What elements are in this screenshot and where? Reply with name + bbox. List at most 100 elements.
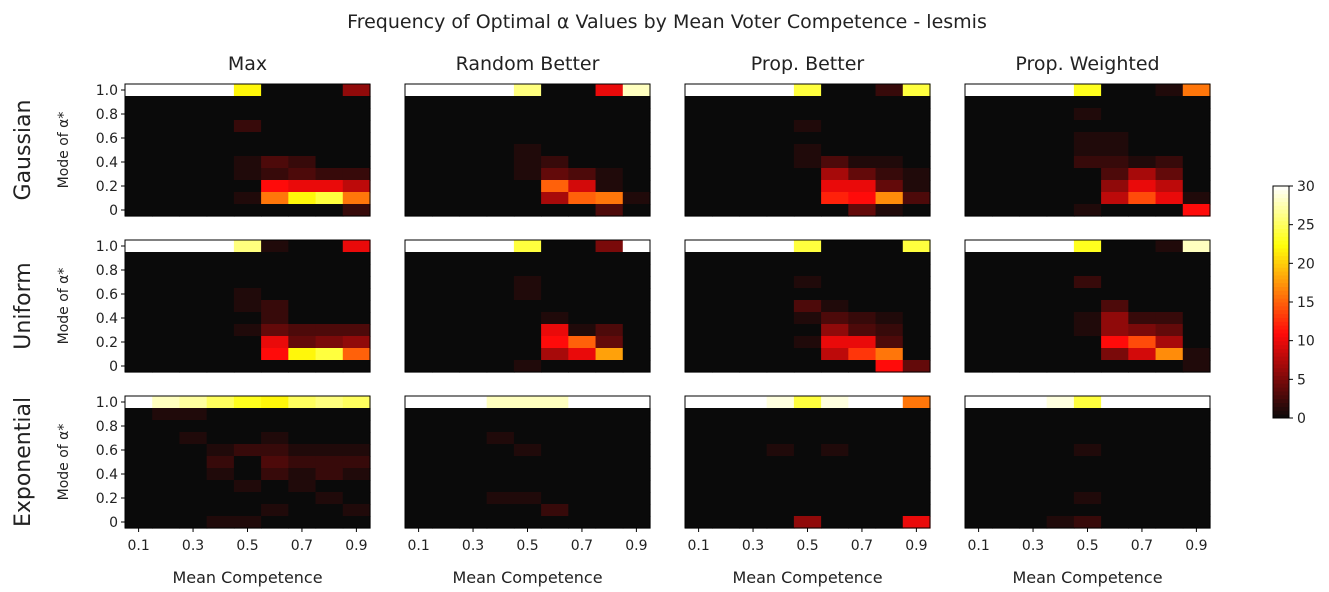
heatmap-cell xyxy=(1155,420,1184,433)
heatmap-cell xyxy=(992,120,1021,133)
heatmap-cell xyxy=(821,504,849,517)
heatmap-cell xyxy=(1155,432,1184,445)
heatmap-cell xyxy=(712,456,741,469)
heatmap-cell xyxy=(965,204,993,217)
heatmap-cell xyxy=(965,84,993,97)
heatmap-cell xyxy=(766,204,795,217)
heatmap-cell xyxy=(595,84,624,97)
x-tick-label: 0.1 xyxy=(967,538,989,554)
heatmap-cell xyxy=(685,492,713,505)
heatmap-cell xyxy=(152,360,181,373)
heatmap-cell xyxy=(1155,132,1184,145)
heatmap-cell xyxy=(1182,324,1211,337)
heatmap-cell xyxy=(848,120,877,133)
heatmap-cell xyxy=(1155,252,1184,265)
heatmap-cell xyxy=(595,444,624,457)
heatmap-cell xyxy=(432,192,461,205)
heatmap-cell xyxy=(513,300,542,313)
heatmap-cell xyxy=(766,480,795,493)
colorbar-tick-label: 0 xyxy=(1297,411,1306,427)
heatmap-cell xyxy=(1073,360,1102,373)
heatmap-cell xyxy=(1182,120,1211,133)
heatmap-cell xyxy=(513,84,542,97)
heatmap-cell xyxy=(848,156,877,169)
heatmap-cell xyxy=(206,420,235,433)
heatmap-cell xyxy=(848,264,877,277)
heatmap-cell xyxy=(875,276,904,289)
heatmap-cell xyxy=(288,504,317,517)
heatmap-cell xyxy=(821,348,849,361)
heatmap-cell xyxy=(992,144,1021,157)
heatmap-cell xyxy=(1046,156,1075,169)
heatmap-cell xyxy=(152,492,181,505)
heatmap-cell xyxy=(315,432,344,445)
heatmap-cell xyxy=(992,168,1021,181)
heatmap-cell xyxy=(342,360,371,373)
heatmap-cell xyxy=(875,204,904,217)
heatmap-cell xyxy=(793,312,822,325)
heatmap-cell xyxy=(125,264,153,277)
heatmap-cell xyxy=(179,120,208,133)
colorbar-segment xyxy=(1273,302,1289,307)
heatmap-cell xyxy=(1101,504,1129,517)
colorbar-segment xyxy=(1273,406,1289,411)
heatmap-cell xyxy=(1101,96,1129,109)
heatmap-cell xyxy=(1073,96,1102,109)
y-tick-label: 1.0 xyxy=(96,83,118,99)
heatmap-cell xyxy=(179,300,208,313)
colorbar-segment xyxy=(1273,383,1289,388)
heatmap-cell xyxy=(513,132,542,145)
heatmap-cell xyxy=(793,180,822,193)
heatmap-cell xyxy=(432,132,461,145)
heatmap-cell xyxy=(568,192,597,205)
heatmap-cell xyxy=(288,240,317,253)
heatmap-cell xyxy=(315,96,344,109)
heatmap-cell xyxy=(595,312,624,325)
heatmap-cell xyxy=(821,480,849,493)
heatmap-cell xyxy=(125,492,153,505)
heatmap-cell xyxy=(261,468,289,481)
heatmap-cell xyxy=(432,480,461,493)
panel-frame xyxy=(684,239,931,373)
x-tick-label: 0.3 xyxy=(1022,538,1044,554)
colorbar-segment xyxy=(1273,209,1289,214)
y-tick-label: 0.2 xyxy=(96,491,118,507)
heatmap-cell xyxy=(1101,204,1129,217)
colorbar-segment xyxy=(1273,363,1289,369)
heatmap-cell xyxy=(315,288,344,301)
heatmap-cell xyxy=(179,240,208,253)
x-tick-label: 0.1 xyxy=(687,538,709,554)
heatmap-cell xyxy=(125,396,153,409)
heatmap-cell xyxy=(622,276,651,289)
colorbar-tick-label: 20 xyxy=(1297,256,1315,272)
colorbar-segment xyxy=(1273,336,1289,342)
heatmap-cell xyxy=(992,276,1021,289)
heatmap-cell xyxy=(405,360,433,373)
column-title: Random Better xyxy=(456,53,600,75)
heatmap-cell xyxy=(233,96,262,109)
heatmap-cell xyxy=(902,264,931,277)
heatmap-cell xyxy=(1073,264,1102,277)
heatmap-cell xyxy=(739,108,768,121)
heatmap-cell xyxy=(1182,300,1211,313)
heatmap-cell xyxy=(1128,240,1157,253)
heatmap-cell xyxy=(622,252,651,265)
heatmap-cell xyxy=(1128,132,1157,145)
heatmap-cell xyxy=(821,84,849,97)
heatmap-cell xyxy=(152,420,181,433)
heatmap-cell xyxy=(568,480,597,493)
heatmap-cell xyxy=(432,240,461,253)
heatmap-cell xyxy=(1128,348,1157,361)
heatmap-cell xyxy=(965,408,993,421)
heatmap-cell xyxy=(486,204,515,217)
heatmap-cell xyxy=(179,348,208,361)
heatmap-cell xyxy=(1019,108,1048,121)
heatmap-cell xyxy=(622,240,651,253)
x-tick-label: 0.9 xyxy=(1185,538,1207,554)
heatmap-cell xyxy=(1046,432,1075,445)
heatmap-cell xyxy=(821,96,849,109)
heatmap-cell xyxy=(513,444,542,457)
heatmap-cell xyxy=(1101,456,1129,469)
heatmap-cell xyxy=(261,276,289,289)
heatmap-cell xyxy=(965,156,993,169)
